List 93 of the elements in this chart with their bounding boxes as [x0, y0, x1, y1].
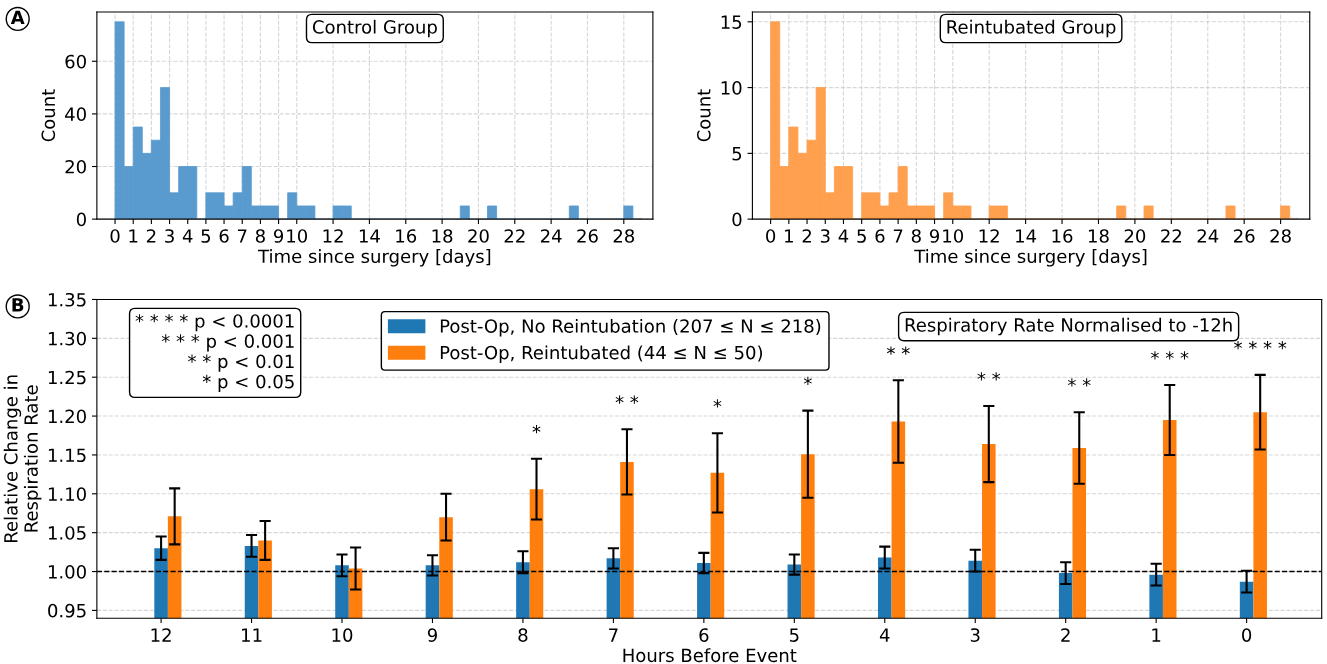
y-tick-label: 0.95: [48, 603, 86, 618]
x-tick-label: 0: [766, 229, 776, 243]
y-tick-label: 0: [732, 212, 742, 227]
x-tick-label: 5: [201, 229, 211, 243]
x-tick-label: 8: [255, 229, 265, 243]
y-tick-label: 1.00: [48, 565, 86, 579]
y-tick-label: 20: [65, 159, 86, 174]
x-tick-label: 1: [1152, 628, 1161, 642]
y-tick-label: 1.05: [48, 526, 86, 540]
x-tick-label: 28: [1270, 229, 1291, 243]
x-tick-label: 24: [540, 229, 562, 243]
x-tick-label: 18: [432, 229, 453, 243]
x-tick-label: 4: [182, 229, 193, 243]
y-tick-label: 1.35: [48, 292, 86, 307]
text: B: [12, 298, 24, 312]
x-tick-label: 2: [802, 229, 811, 243]
x-tick-label: 28: [613, 229, 635, 243]
x-tick-label: 7: [893, 229, 903, 243]
x-tick-label: 4: [838, 229, 849, 243]
x-tick-label: 0: [110, 229, 120, 243]
x-tick-label: 3: [970, 628, 980, 642]
annotation: * * * *: [1234, 341, 1287, 350]
x-tick-label: 24: [1197, 229, 1219, 243]
x-tick-label: 8: [911, 229, 921, 243]
x-tick-label: 22: [1161, 229, 1181, 243]
annotation: * *: [886, 346, 910, 355]
y-tick-label: 60: [65, 54, 86, 69]
x-tick-label: 16: [396, 229, 417, 243]
y-tick-label: 1.10: [48, 487, 86, 501]
x-tick-label: 7: [609, 628, 618, 642]
x-tick-label: 6: [219, 229, 229, 243]
x-tick-label: 7: [237, 229, 247, 243]
x-tick-label: 6: [875, 229, 885, 243]
x-tick-label: 26: [1234, 229, 1255, 243]
annotation: *: [803, 376, 812, 386]
y-tick-label: 40: [65, 107, 86, 122]
annotation: *: [532, 425, 541, 434]
x-tick-label: 2: [1061, 628, 1070, 642]
x-axis-title: Time since surgery [days]: [914, 249, 1147, 267]
text: A: [10, 10, 25, 24]
annotation: * *: [977, 372, 1001, 381]
x-tick-label: 10: [943, 229, 964, 243]
chart-title: Control Group: [312, 19, 437, 38]
x-tick-label: 3: [165, 229, 174, 243]
y-axis-title: Count: [41, 89, 56, 142]
x-tick-label: 6: [699, 628, 709, 642]
x-tick-label: 9: [427, 628, 437, 642]
x-tick-label: 12: [151, 628, 171, 642]
x-tick-label: 3: [820, 229, 830, 243]
y-axis-title: Relative Change in Respiration Rate: [3, 375, 42, 542]
x-tick-label: 20: [1124, 229, 1146, 243]
x-tick-label: 26: [577, 229, 598, 243]
x-axis-title: Hours Before Event: [623, 648, 797, 663]
x-tick-label: 12: [323, 229, 343, 243]
x-tick-label: 14: [359, 229, 380, 243]
x-tick-label: 2: [146, 229, 156, 243]
x-tick-label: 16: [1052, 229, 1073, 243]
x-tick-label: 8: [518, 628, 528, 642]
y-tick-label: 15: [721, 15, 742, 29]
annotation: * *: [615, 395, 639, 404]
x-tick-label: 12: [979, 229, 999, 243]
x-tick-label: 4: [879, 628, 890, 642]
x-tick-label: 1: [129, 229, 138, 243]
y-tick-label: 1.15: [48, 448, 86, 463]
x-tick-label: 9: [929, 229, 940, 243]
x-tick-label: 5: [857, 229, 866, 243]
x-tick-label: 0: [1242, 628, 1252, 642]
x-tick-label: 10: [287, 229, 308, 243]
x-tick-label: 10: [332, 628, 353, 642]
y-tick-label: 1.25: [48, 370, 86, 385]
annotation: * * *: [1150, 351, 1189, 360]
y-tick-label: 5: [732, 147, 742, 161]
y-axis-title: Count: [697, 89, 711, 142]
legend-label: Post-Op, Reintubated (44 ≤ N ≤ 50): [440, 345, 763, 363]
annotation: * *: [1067, 378, 1091, 387]
y-tick-label: 1.30: [48, 331, 86, 346]
x-tick-label: 14: [1016, 229, 1037, 243]
y-tick-label: 10: [721, 81, 742, 95]
y-tick-label: 0: [76, 212, 86, 227]
annotation: * * * * p < 0.0001 * * * p < 0.001 * * p < 0.01 * p < 0.05: [135, 314, 294, 392]
x-axis-title: Time since surgery [days]: [258, 249, 491, 267]
x-tick-label: 5: [789, 628, 799, 642]
x-tick-label: 11: [242, 628, 262, 642]
x-tick-label: 1: [785, 229, 793, 243]
annotation: *: [713, 399, 722, 408]
x-tick-label: 20: [468, 229, 489, 243]
chart-title: Reintubated Group: [947, 19, 1116, 38]
text: Respiratory Rate Normalised to -12h: [905, 317, 1232, 336]
legend-label: Post-Op, No Reintubation (207 ≤ N ≤ 218): [440, 318, 821, 337]
x-tick-label: 18: [1088, 229, 1109, 243]
x-tick-label: 22: [504, 229, 525, 243]
y-tick-label: 1.20: [48, 409, 86, 424]
x-tick-label: 9: [273, 229, 284, 243]
